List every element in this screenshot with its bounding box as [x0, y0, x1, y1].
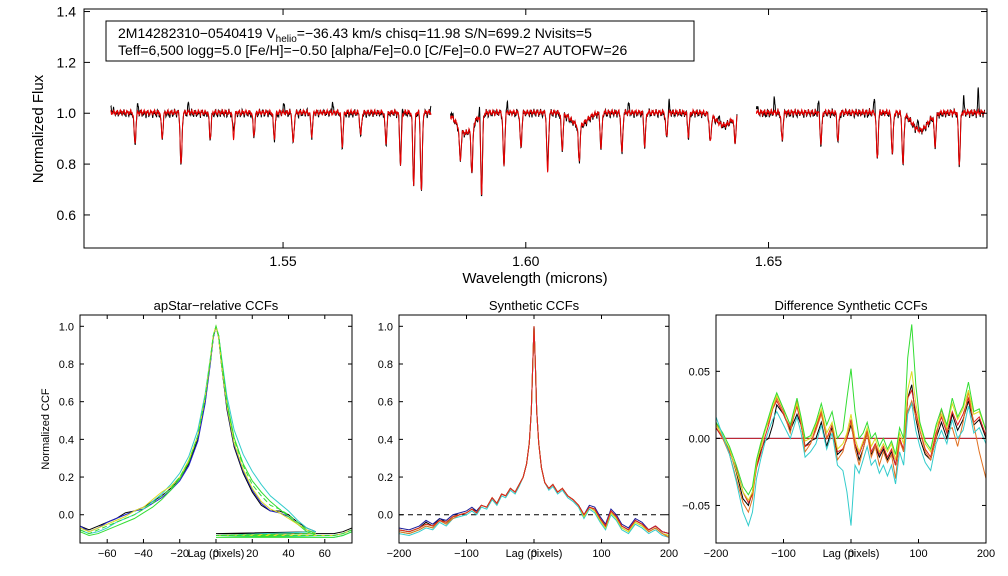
- apstar-ccf-ytick-label-0-0: 0.0: [59, 510, 74, 522]
- spectrum-ytick-label-1-2: 1.2: [57, 54, 77, 70]
- synthetic-ccf-series-visit-7: [399, 326, 669, 535]
- synthetic-ccf-xtick-label-0: 0: [531, 548, 537, 560]
- difference-ccf-ytick-label-0-05: 0.05: [689, 366, 710, 378]
- synthetic-ccf-ytick-label-0-8: 0.8: [378, 359, 393, 371]
- apstar-ccf-ytick-label-0-8: 0.8: [59, 359, 74, 371]
- synthetic-ccf-ticks: −200 −100 0 100 200 0.0 0.2 0.4 0.6 0.8 1.0: [378, 315, 678, 560]
- apstar-ccf-panel: −60 −40 −20 0 20 40 60 0.0 0.2 0.4 0.6 0.8 1.0 apSta…: [40, 298, 353, 560]
- spectrum-xtick-label-1-55: 1.55: [269, 253, 296, 269]
- difference-ccf-series-visit-4: [716, 371, 986, 502]
- apstar-ccf-xtick-label-20: 20: [246, 548, 258, 560]
- spectrum-ticks: 1.55 1.60 1.65 0.6 0.8 1.0 1.2 1.4: [57, 4, 987, 269]
- synthetic-ccf-title: Synthetic CCFs: [489, 298, 580, 313]
- synthetic-ccf-series-visit-4: [399, 326, 669, 536]
- apstar-ccf-ytick-label-0-6: 0.6: [59, 397, 74, 409]
- difference-ccf-x-axis-label: Lag (pixels): [823, 548, 880, 560]
- difference-ccf-title: Difference Synthetic CCFs: [775, 298, 928, 313]
- apstar-ccf-ytick-label-0-4: 0.4: [59, 434, 74, 446]
- apstar-ccf-ytick-label-0-2: 0.2: [59, 472, 74, 484]
- apstar-ccf-axes-frame: [79, 314, 353, 544]
- apstar-ccf-y-axis-label: Normalized CCF: [40, 388, 52, 470]
- difference-ccf-ytick-label-0-00: 0.00: [689, 433, 710, 445]
- apstar-ccf-series-mean-dashed: [80, 324, 352, 536]
- spectrum-panel: 1.55 1.60 1.65 0.6 0.8 1.0 1.2 1.4 Wavelength (…: [30, 4, 988, 287]
- info-line-2: Teff=6,500 logg=5.0 [Fe/H]=−0.50 [alpha/…: [118, 42, 627, 58]
- synthetic-ccf-series-visit-1: [399, 326, 669, 535]
- synthetic-ccf-x-axis-label: Lag (pixels): [506, 548, 563, 560]
- difference-ccf-series-visit-1: [716, 384, 986, 507]
- info-box-frame: [105, 20, 695, 62]
- info-line-1-end: =−36.43 km/s chisq=11.98 S/N=699.2 Nvisi…: [297, 25, 592, 41]
- difference-ccf-series-group: [716, 324, 986, 528]
- difference-ccf-plot-area: [716, 324, 986, 528]
- synthetic-ccf-ytick-label-0-6: 0.6: [378, 397, 393, 409]
- difference-ccf-series-visit-5: [716, 324, 986, 496]
- difference-ccf-xtick-label-100: 100: [909, 548, 927, 560]
- spectrum-xtick-label-1-65: 1.65: [755, 253, 782, 269]
- synthetic-ccf-series-visit-5: [399, 326, 669, 536]
- apstar-ccf-xtick-label-0: 0: [213, 548, 219, 560]
- synthetic-ccf-xtick-label-100: 100: [592, 548, 610, 560]
- difference-ccf-series-visit-6: [716, 401, 986, 528]
- apstar-ccf-series-visit-4: [80, 324, 352, 538]
- info-line-1-start: 2M14282310−0540419 V: [118, 25, 276, 41]
- spectrum-observed-chip-3: [755, 87, 986, 168]
- spectrum-synthetic-chip-3: [755, 107, 986, 166]
- apstar-ccf-xtick-label-40: −40: [134, 548, 153, 560]
- difference-ccf-xtick-label-200: 200: [977, 548, 995, 560]
- synthetic-ccf-series-group: [399, 326, 669, 538]
- difference-ccf-panel: −200 −100 0 100 200 −0.05 0.00 0.05 Difference …: [682, 298, 995, 560]
- apstar-ccf-ticks: −60 −40 −20 0 20 40 60 0.0 0.2 0.4 0.6 0.8 1.0: [59, 315, 352, 560]
- difference-ccf-xtick-label-100: −100: [771, 548, 796, 560]
- apstar-ccf-series-visit-1: [80, 326, 352, 535]
- info-line-1-subscript: helio: [276, 34, 298, 45]
- synthetic-ccf-series-visit-2: [399, 326, 669, 535]
- synthetic-ccf-ytick-label-1-0: 1.0: [378, 321, 393, 333]
- spectrum-ytick-label-1-4: 1.4: [57, 4, 77, 20]
- spectrum-info-box: 2M14282310−0540419 Vhelio=−36.43 km/s ch…: [105, 20, 695, 62]
- spectrum-plot-area: [110, 87, 986, 197]
- spectrum-synthetic-chip-1: [110, 107, 432, 191]
- apstar-ccf-series-visit-5: [80, 324, 352, 536]
- synthetic-ccf-xtick-label-200: −200: [387, 548, 412, 560]
- synthetic-ccf-ytick-label-0-2: 0.2: [378, 472, 393, 484]
- synthetic-ccf-xtick-label-100: −100: [454, 548, 479, 560]
- apstar-ccf-xtick-label-20: −20: [170, 548, 189, 560]
- apstar-ccf-plot-area: [80, 324, 352, 538]
- spectrum-ytick-label-1-0: 1.0: [57, 105, 77, 121]
- synthetic-ccf-panel: −200 −100 0 100 200 0.0 0.2 0.4 0.6 0.8 1.0 Synthe…: [378, 298, 678, 560]
- apstar-ccf-xtick-label-60: 60: [319, 548, 331, 560]
- spectrum-synthetic-chip-2: [450, 107, 738, 196]
- synthetic-ccf-series-visit-6: [399, 326, 669, 538]
- difference-ccf-series-visit-2: [716, 388, 986, 504]
- spectrum-xtick-label-1-60: 1.60: [512, 253, 539, 269]
- apstar-ccf-series-group: [80, 324, 352, 538]
- spectrum-axes-frame: [83, 8, 988, 249]
- synthetic-ccf-series-visit-3: [399, 326, 669, 538]
- apstar-ccf-series-visit-3: [80, 324, 352, 538]
- synthetic-ccf-xtick-label-200: 200: [660, 548, 678, 560]
- synthetic-ccf-plot-area: [399, 326, 669, 538]
- synthetic-ccf-axes-frame: [398, 314, 670, 544]
- difference-ccf-ticks: −200 −100 0 100 200 −0.05 0.00 0.05: [682, 315, 995, 560]
- difference-ccf-xtick-label-200: −200: [704, 548, 729, 560]
- apstar-ccf-x-axis-label: Lag (pixels): [188, 548, 245, 560]
- info-line-1: 2M14282310−0540419 Vhelio=−36.43 km/s ch…: [118, 25, 592, 45]
- spectrum-ytick-label-0-8: 0.8: [57, 156, 77, 172]
- synthetic-ccf-ytick-label-0-4: 0.4: [378, 434, 393, 446]
- apstar-ccf-title: apStar−relative CCFs: [154, 298, 279, 313]
- spectrum-y-axis-label: Normalized Flux: [30, 74, 47, 183]
- difference-ccf-series-visit-3: [716, 391, 986, 514]
- difference-ccf-ytick-label-0-05: −0.05: [682, 500, 710, 512]
- apstar-ccf-xtick-label-60: −60: [98, 548, 117, 560]
- apstar-ccf-xtick-label-40: 40: [282, 548, 294, 560]
- spectrum-x-axis-label: Wavelength (microns): [462, 270, 607, 287]
- synthetic-ccf-ytick-label-0-0: 0.0: [378, 510, 393, 522]
- apstar-ccf-series-visit-2: [80, 326, 352, 536]
- apstar-ccf-ytick-label-1-0: 1.0: [59, 321, 74, 333]
- spectrum-ytick-label-0-6: 0.6: [57, 207, 77, 223]
- difference-ccf-xtick-label-0: 0: [848, 548, 854, 560]
